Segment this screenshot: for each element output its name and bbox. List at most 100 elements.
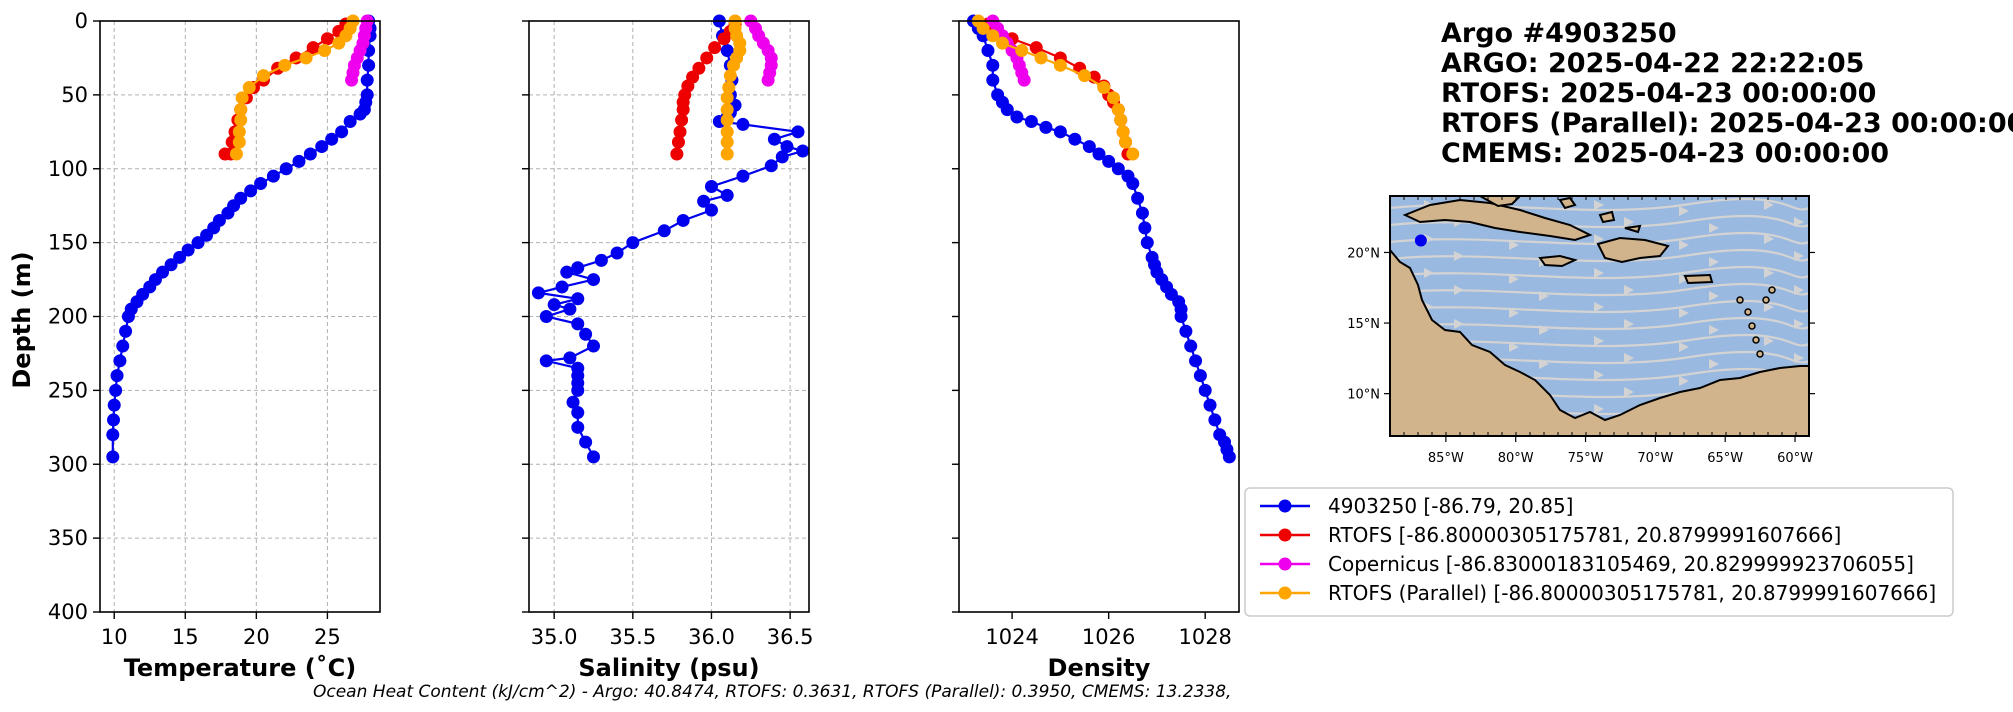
y-tick-label: 300 — [48, 452, 88, 476]
ohc-footer: Ocean Heat Content (kJ/cm^2) - Argo: 40.… — [313, 682, 1231, 702]
stream-arrow — [1679, 240, 1689, 250]
island — [1768, 286, 1776, 294]
stream-arrow — [1454, 285, 1464, 295]
data-point-rtofs-parallel — [278, 58, 292, 72]
legend-label: RTOFS (Parallel) [-86.80000305175781, 20… — [1328, 581, 1936, 605]
title-line-4: RTOFS (Parallel): 2025-04-23 00:00:00 — [1441, 108, 2013, 139]
y-tick-label: 350 — [48, 526, 88, 550]
stream-arrow — [1624, 353, 1634, 363]
stream-arrow — [1679, 308, 1689, 318]
salinity-panel: 35.0 35.5 36.0 36.5 Salinity (psu) — [522, 14, 814, 682]
data-point-4903250 — [191, 236, 205, 250]
data-point-4903250 — [571, 317, 585, 331]
data-point-rtofs — [218, 147, 232, 161]
stream-arrow — [1509, 274, 1519, 284]
legend-label: 4903250 [-86.79, 20.85] — [1328, 494, 1573, 518]
data-point-4903250 — [173, 250, 187, 264]
stream-arrow — [1764, 336, 1774, 346]
data-point-rtofs — [708, 41, 722, 55]
streamline — [1390, 282, 1809, 297]
map-x-tick-label: 75°W — [1568, 451, 1604, 466]
data-point-rtofs-parallel — [720, 103, 734, 117]
stream-arrow — [1624, 285, 1634, 295]
stream-arrow — [1709, 223, 1719, 233]
stream-arrow — [1709, 257, 1719, 267]
legend-marker — [1278, 499, 1292, 513]
land-puerto-rico — [1683, 273, 1714, 285]
data-point-4903250 — [704, 203, 718, 217]
data-point-4903250 — [343, 114, 357, 128]
data-point-4903250 — [539, 354, 553, 368]
stream-arrow — [1594, 268, 1604, 278]
data-point-4903250 — [571, 420, 585, 434]
data-point-4903250 — [279, 162, 293, 176]
series-copernicus — [345, 14, 374, 87]
data-point-rtofs — [676, 103, 690, 117]
data-point-4903250 — [563, 302, 577, 316]
data-point-4903250 — [1068, 132, 1082, 146]
data-point-4903250 — [119, 324, 133, 338]
data-point-rtofs-parallel — [318, 44, 332, 58]
stream-arrow — [1594, 234, 1604, 244]
stream-arrow — [1594, 200, 1604, 210]
data-point-4903250 — [676, 213, 690, 227]
x-tick-label: 10 — [101, 625, 128, 649]
data-point-rtofs-parallel — [976, 21, 990, 35]
data-point-4903250 — [164, 258, 178, 272]
land-florida — [1477, 196, 1522, 208]
stream-arrow — [1764, 200, 1774, 210]
series-4903250 — [106, 14, 377, 464]
stream-arrow — [1424, 268, 1434, 278]
map-x-tick-label: 85°W — [1428, 451, 1464, 466]
data-point-copernicus — [345, 73, 359, 87]
data-point-4903250 — [360, 73, 374, 87]
data-point-copernicus — [761, 73, 775, 87]
land-bahamas — [1558, 196, 1642, 234]
data-point-4903250 — [254, 177, 268, 191]
location-map: 85°W 80°W 75°W 70°W 65°W 60°W 20°N 15°N 10°N — [1347, 195, 1815, 466]
data-point-rtofs-parallel — [995, 36, 1009, 50]
stream-arrow — [1509, 308, 1519, 318]
data-point-4903250 — [571, 292, 585, 306]
y-tick-label: 100 — [48, 157, 88, 181]
data-point-4903250 — [736, 169, 750, 183]
data-point-4903250 — [594, 253, 608, 267]
stream-arrow — [1679, 274, 1689, 284]
data-point-4903250 — [579, 435, 593, 449]
legend-marker — [1278, 528, 1292, 542]
data-point-4903250 — [571, 383, 585, 397]
data-point-copernicus — [1017, 73, 1031, 87]
data-point-4903250 — [113, 354, 127, 368]
data-point-rtofs-parallel — [1126, 147, 1140, 161]
data-point-4903250 — [1082, 140, 1096, 154]
data-point-4903250 — [791, 125, 805, 139]
map-x-tick-label: 80°W — [1498, 451, 1534, 466]
data-point-4903250 — [697, 194, 711, 208]
series-line-4903250 — [111, 20, 372, 457]
data-point-4903250 — [116, 339, 130, 353]
title-line-5: CMEMS: 2025-04-23 00:00:00 — [1441, 138, 1889, 169]
legend-marker — [1278, 557, 1292, 571]
y-tick-label: 0 — [75, 9, 88, 33]
data-point-4903250 — [1203, 398, 1217, 412]
stream-arrow — [1594, 404, 1604, 414]
data-point-4903250 — [1135, 206, 1149, 220]
legend-label: Copernicus [-86.83000183105469, 20.82999… — [1328, 552, 1914, 576]
y-tick-label: 50 — [61, 83, 88, 107]
streamline — [1390, 333, 1809, 348]
title-line-2: ARGO: 2025-04-22 22:22:05 — [1441, 48, 1864, 79]
data-point-4903250 — [353, 107, 367, 121]
data-point-4903250 — [736, 117, 750, 131]
stream-arrow — [1509, 240, 1519, 250]
data-point-4903250 — [986, 73, 1000, 87]
data-point-4903250 — [1198, 383, 1212, 397]
data-point-4903250 — [1138, 221, 1152, 235]
series-4903250 — [966, 14, 1236, 464]
x-tick-label: 15 — [172, 625, 199, 649]
data-point-rtofs — [671, 135, 685, 149]
data-point-rtofs-parallel — [1106, 91, 1120, 105]
legend-frame — [1244, 487, 1954, 617]
data-point-rtofs-parallel — [720, 91, 734, 105]
stream-arrow — [1594, 370, 1604, 380]
data-point-rtofs-parallel — [720, 147, 734, 161]
